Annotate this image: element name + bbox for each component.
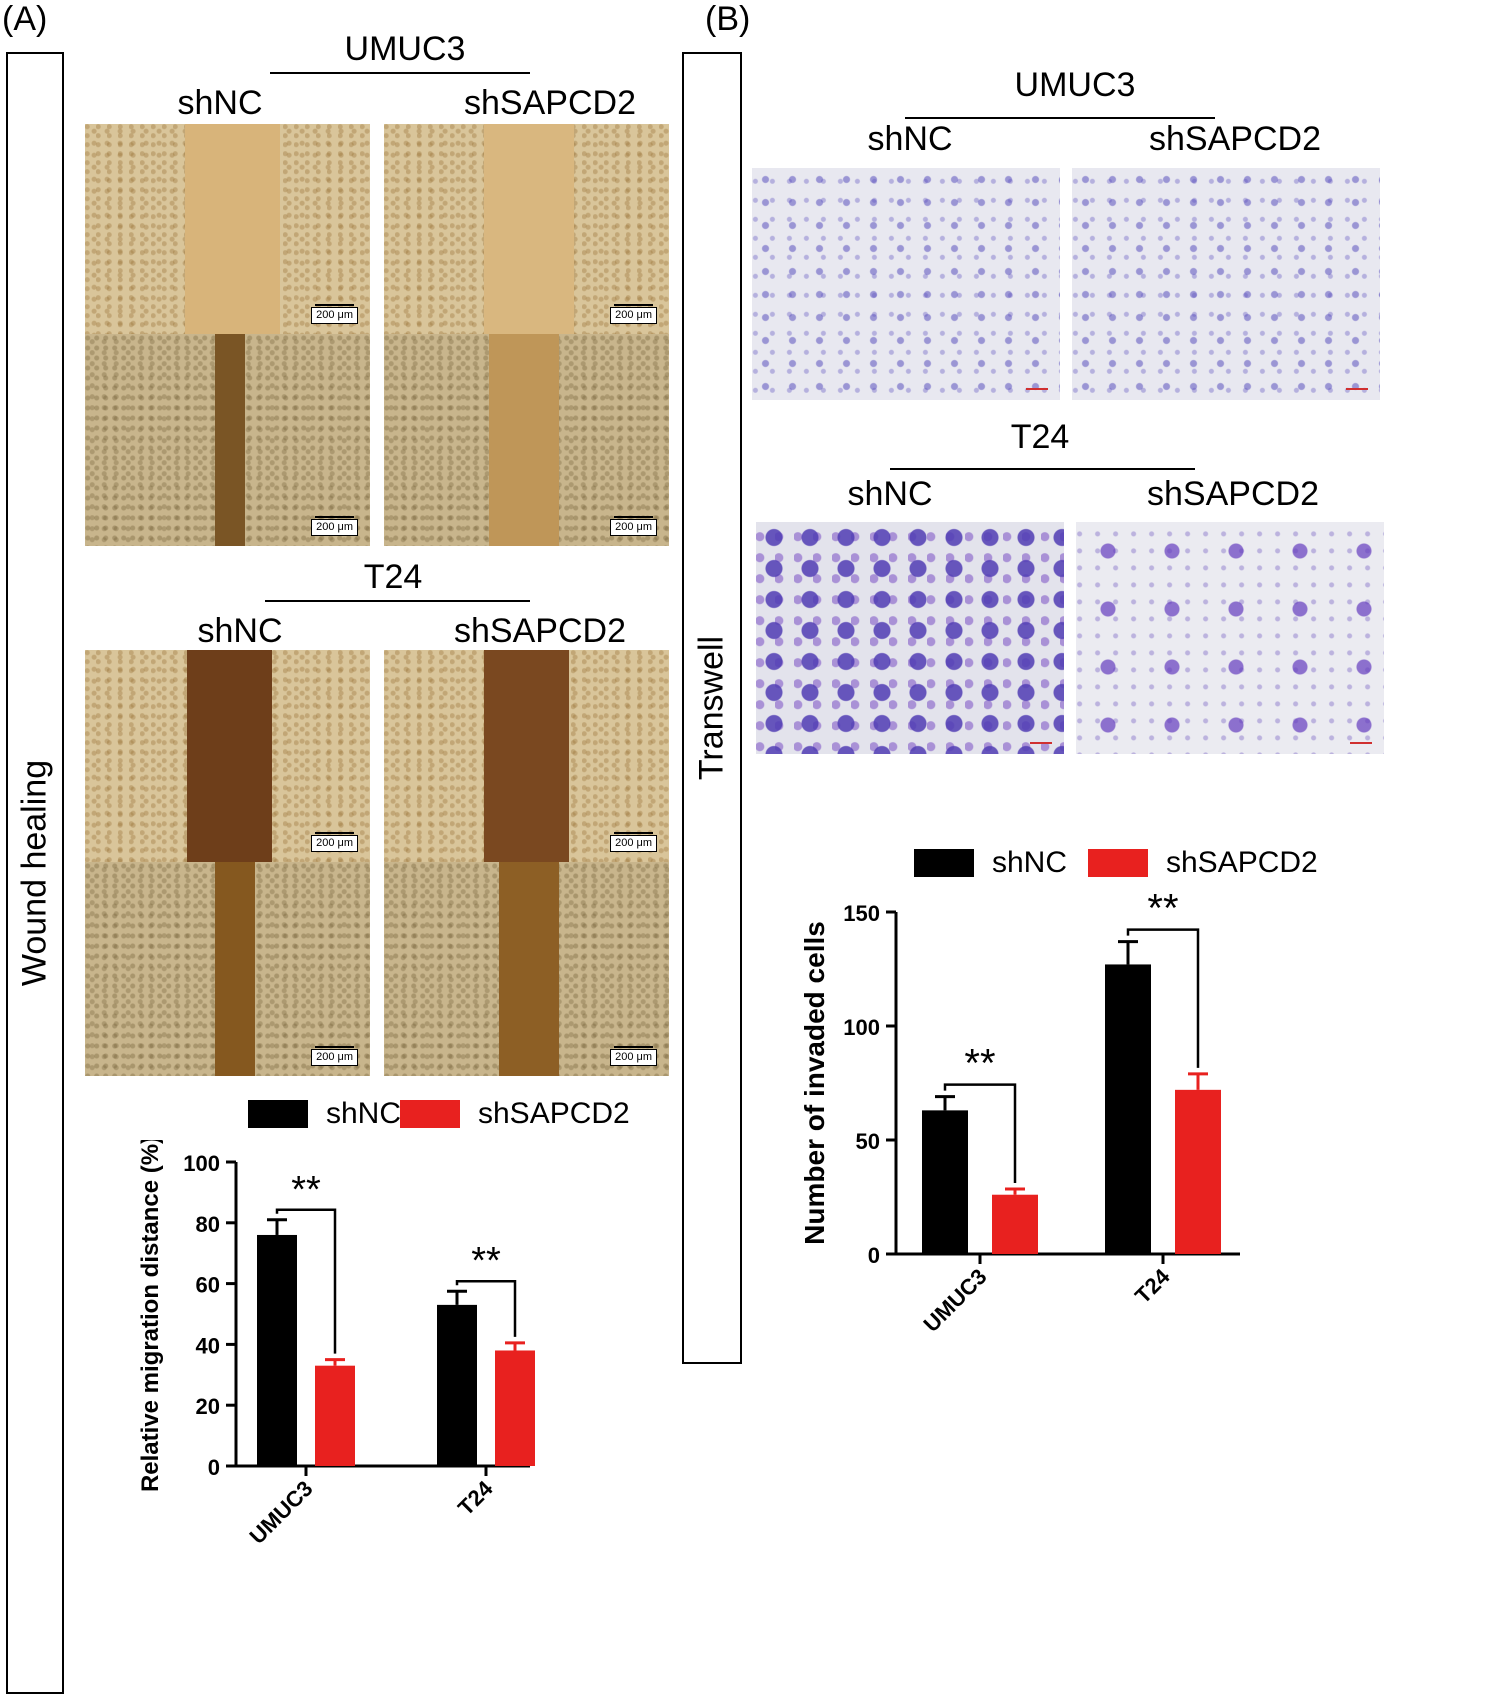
- t24-shnc-label-a: shNC: [197, 612, 283, 650]
- scale-bar: 200 μm: [311, 832, 358, 852]
- umuc3-shnc-24h-image: 200 μm: [85, 334, 370, 546]
- y-tick-label: 100: [183, 1151, 220, 1176]
- umuc3-shnc-label-a: shNC: [177, 84, 263, 122]
- t24-shnc-0h-image: 200 μm: [85, 650, 370, 862]
- scale-bar: [1350, 742, 1372, 744]
- y-tick-label: 20: [196, 1394, 220, 1419]
- umuc3-bracket-b: [905, 117, 1215, 119]
- significance-bracket: [275, 1208, 337, 1354]
- significance-bracket: [455, 1279, 517, 1337]
- legend-label-shnc: shNC: [326, 1097, 402, 1130]
- legend-label-shsapcd2: shSAPCD2: [1166, 846, 1318, 879]
- wound-healing-label: Wound healing: [15, 759, 54, 987]
- t24-shnc-label-b: shNC: [847, 475, 933, 513]
- scale-bar: 200 μm: [610, 832, 657, 852]
- y-tick-label: 40: [196, 1333, 220, 1358]
- legend-label-shsapcd2: shSAPCD2: [478, 1097, 630, 1130]
- x-tick-label-T24: T24: [1130, 1263, 1175, 1308]
- umuc3-shsapcd2-transwell-image: [1072, 168, 1380, 400]
- bar-shNC-T24: [1105, 964, 1151, 1254]
- legend-shsapcd2-a: shSAPCD2: [400, 1097, 630, 1131]
- legend-label-shnc: shNC: [992, 846, 1068, 879]
- t24-shnc-24h-image: 200 μm: [85, 862, 370, 1076]
- t24-bracket-a: [265, 600, 530, 602]
- t24-shsapcd2-transwell-image: [1076, 522, 1384, 754]
- t24-shsapcd2-0h-image: 200 μm: [384, 650, 669, 862]
- umuc3-shnc-0h-image: 200 μm: [85, 124, 370, 334]
- invasion-chart: 0 50 100 150 Number of invaded cells ** UMUC3 *…: [799, 887, 1240, 1337]
- scale-bar: 200 μm: [610, 304, 657, 324]
- legend-swatch-shnc: [248, 1100, 308, 1128]
- bar-shSAPCD2-UMUC3: [315, 1365, 355, 1466]
- t24-shsapcd2-24h-image: 200 μm: [384, 862, 669, 1076]
- scale-bar: 200 μm: [311, 1046, 358, 1066]
- legend-swatch-shsapcd2: [1088, 849, 1148, 877]
- bar-shNC-UMUC3: [922, 1110, 968, 1254]
- umuc3-shnc-transwell-image: [752, 168, 1060, 400]
- x-tick-label-T24: T24: [453, 1475, 498, 1520]
- y-tick-label: 80: [196, 1212, 220, 1237]
- t24-bracket-b: [890, 468, 1195, 470]
- scale-bar: 200 μm: [311, 516, 358, 536]
- legend-shnc-a: shNC: [248, 1097, 401, 1131]
- legend-swatch-shsapcd2: [400, 1100, 460, 1128]
- y-tick-label: 60: [196, 1273, 220, 1298]
- bar-shSAPCD2-T24: [1175, 1089, 1221, 1254]
- significance-stars: **: [964, 1042, 995, 1086]
- significance-stars: **: [291, 1169, 321, 1211]
- scale-bar: 200 μm: [311, 304, 358, 324]
- scale-bar: [1026, 388, 1048, 390]
- scale-bar: 200 μm: [610, 1046, 657, 1066]
- significance-bracket: [1126, 928, 1200, 1068]
- scale-bar: [1346, 388, 1368, 390]
- significance-stars: **: [471, 1240, 501, 1282]
- y-tick-label: 100: [843, 1015, 880, 1040]
- transwell-side-box: Transwell: [682, 52, 742, 1364]
- bar-shNC-T24: [437, 1304, 477, 1466]
- legend-swatch-shnc: [914, 849, 974, 877]
- t24-shsapcd2-label-a: shSAPCD2: [454, 612, 626, 650]
- umuc3-shsapcd2-0h-image: 200 μm: [384, 124, 669, 334]
- migration-chart: 0 20 40 60 80 100 Relative migration distance …: [137, 1140, 535, 1549]
- wound-healing-side-box: Wound healing: [6, 52, 64, 1694]
- legend-shsapcd2-b: shSAPCD2: [1088, 846, 1318, 880]
- y-tick-label: 50: [856, 1129, 880, 1154]
- significance-bracket: [943, 1083, 1017, 1184]
- t24-shnc-transwell-image: [756, 522, 1064, 754]
- umuc3-bracket-a: [270, 72, 530, 74]
- bar-shNC-UMUC3: [257, 1234, 297, 1466]
- umuc3-shsapcd2-label-a: shSAPCD2: [464, 84, 636, 122]
- y-tick-label: 0: [208, 1455, 220, 1480]
- transwell-label: Transwell: [692, 635, 731, 781]
- umuc3-title-b: UMUC3: [1014, 66, 1136, 104]
- umuc3-shsapcd2-24h-image: 200 μm: [384, 334, 669, 546]
- x-tick-label-UMUC3: UMUC3: [245, 1476, 318, 1549]
- t24-title-a: T24: [363, 558, 423, 596]
- y-axis-label: Number of invaded cells: [799, 921, 830, 1245]
- t24-shsapcd2-label-b: shSAPCD2: [1147, 475, 1319, 513]
- y-tick-label: 0: [868, 1243, 880, 1268]
- umuc3-title-a: UMUC3: [344, 30, 466, 68]
- umuc3-shnc-label-b: shNC: [867, 120, 953, 158]
- bar-shSAPCD2-UMUC3: [992, 1194, 1038, 1254]
- significance-stars: **: [1147, 887, 1178, 931]
- x-tick-label-UMUC3: UMUC3: [919, 1264, 992, 1337]
- bar-shSAPCD2-T24: [495, 1350, 535, 1466]
- scale-bar: 200 μm: [610, 516, 657, 536]
- y-tick-label: 150: [843, 901, 880, 926]
- legend-shnc-b: shNC: [914, 846, 1067, 880]
- t24-title-b: T24: [1010, 418, 1070, 456]
- umuc3-shsapcd2-label-b: shSAPCD2: [1149, 120, 1321, 158]
- panel-a-letter: (A): [2, 0, 48, 38]
- scale-bar: [1030, 742, 1052, 744]
- y-axis-label: Relative migration distance (%): [137, 1140, 164, 1492]
- panel-b-letter: (B): [705, 0, 751, 38]
